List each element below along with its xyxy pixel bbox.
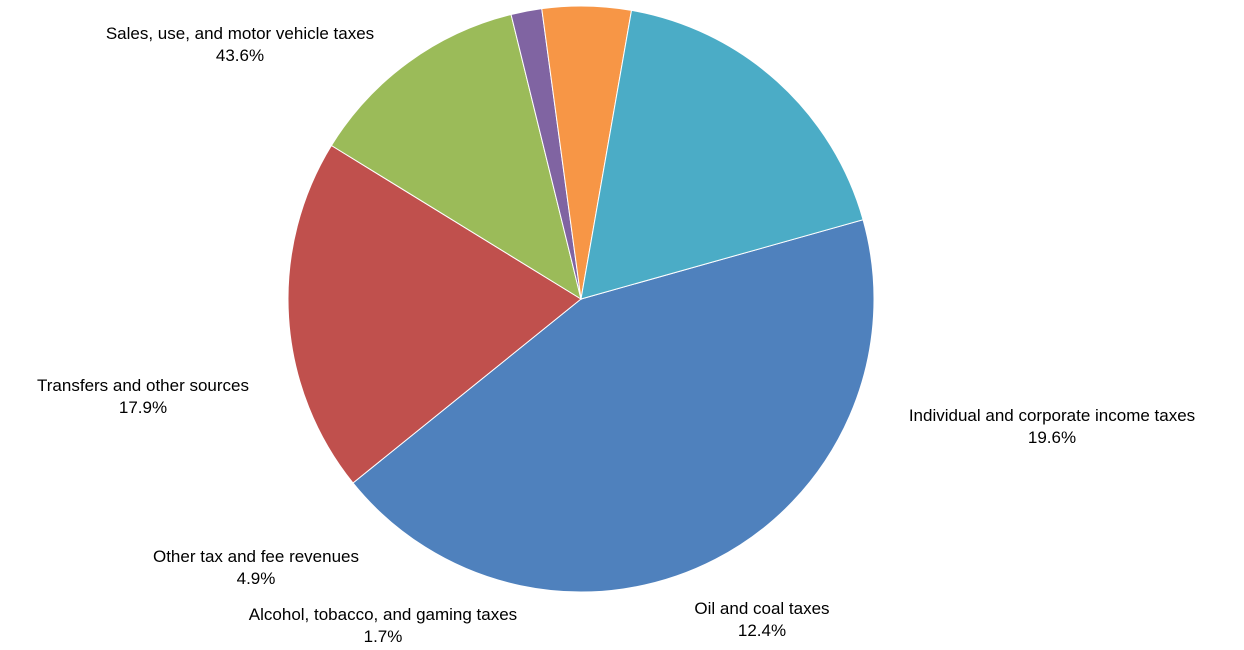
pie-slice-6	[580, 9, 864, 300]
pie-slice-3	[330, 13, 582, 301]
pie-slices	[287, 5, 875, 593]
pie-slice-2	[287, 144, 582, 484]
slice-label-3: Oil and coal taxes	[694, 599, 829, 618]
slice-value-label-1: 43.6%	[216, 46, 264, 65]
slice-label-1: Sales, use, and motor vehicle taxes	[106, 24, 374, 43]
slice-value-label-2: 19.6%	[1028, 428, 1076, 447]
slice-label-4: Alcohol, tobacco, and gaming taxes	[249, 605, 517, 624]
slice-value-label-4: 1.7%	[364, 627, 403, 646]
slice-label-6: Transfers and other sources	[37, 376, 249, 395]
slice-value-label-5: 4.9%	[237, 569, 276, 588]
pie-slice-1	[352, 219, 875, 593]
slice-label-5: Other tax and fee revenues	[153, 547, 359, 566]
pie-labels: Sales, use, and motor vehicle taxes 43.6%…	[37, 24, 1195, 646]
slice-value-label-3: 12.4%	[738, 621, 786, 640]
slice-label-2: Individual and corporate income taxes	[909, 406, 1195, 425]
slice-value-label-6: 17.9%	[119, 398, 167, 417]
